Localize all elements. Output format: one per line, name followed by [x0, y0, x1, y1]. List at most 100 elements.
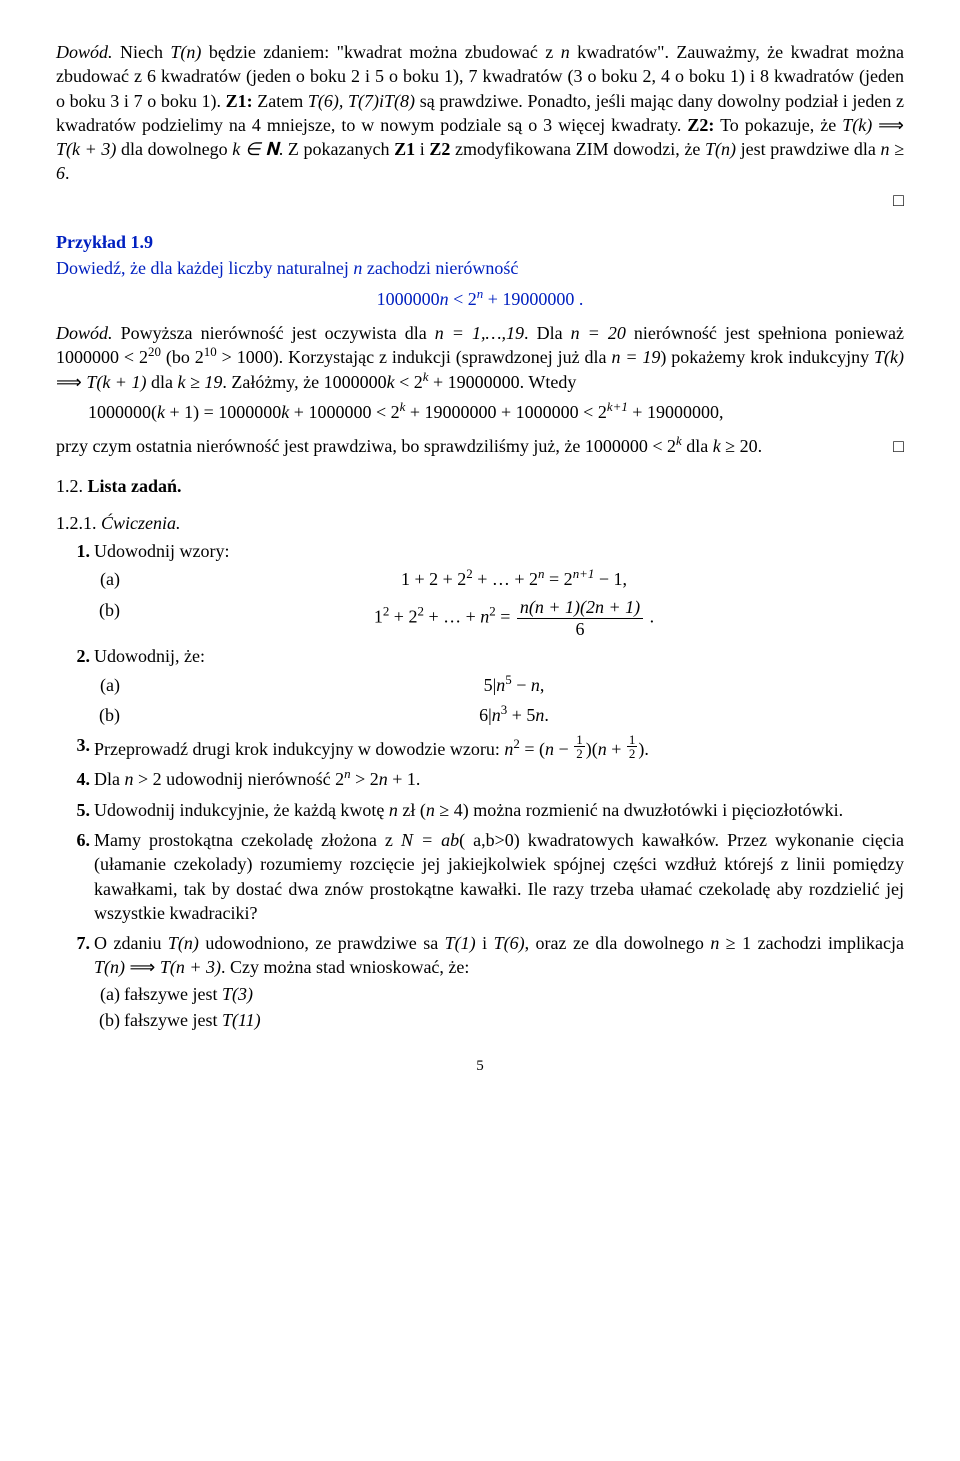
- den: 6: [517, 619, 643, 639]
- t: Mamy prostokątna czekoladę złożona z: [94, 830, 401, 850]
- text: > 1000). Korzystając z indukcji (sprawdz…: [217, 347, 612, 367]
- section-num: 1.2.1.: [56, 513, 101, 533]
- e: n+1: [573, 566, 595, 581]
- ex-1a: (a) 1 + 2 + 22 + … + 2n = 2n+1 − 1,: [124, 567, 904, 591]
- text: zachodzi nierówność: [362, 258, 518, 278]
- proof-1: Dowód. Niech T(n) będzie zdaniem: "kwadr…: [56, 40, 904, 186]
- exp: 20: [148, 344, 161, 359]
- v: n: [480, 606, 489, 626]
- t: O zdaniu: [94, 933, 168, 953]
- v: n: [531, 675, 540, 695]
- t: + … +: [424, 606, 480, 626]
- t: 5|: [484, 675, 497, 695]
- math: k ∈ 𝐍: [232, 139, 278, 159]
- var: k: [387, 372, 395, 392]
- v: n: [492, 705, 501, 725]
- t: ,: [540, 675, 545, 695]
- ex-1b-eq: 12 + 22 + … + n2 = n(n + 1)(2n + 1)6 .: [124, 598, 904, 639]
- var: k: [713, 436, 721, 456]
- text: zmodyfikowana ZIM dowodzi, że: [450, 139, 705, 159]
- marker-2: 2.: [60, 644, 90, 668]
- example-head: Przykład 1.9: [56, 230, 904, 254]
- exercise-6: 6. Mamy prostokątna czekoladę złożona z …: [94, 828, 904, 925]
- section-1-2: 1.2. Lista zadań.: [56, 474, 904, 498]
- num: 1000000: [377, 289, 440, 309]
- t: )(: [586, 739, 598, 759]
- ex-2b-eq: 6|n3 + 5n.: [124, 703, 904, 727]
- section-1-2-1: 1.2.1. Ćwiczenia.: [56, 511, 904, 535]
- text: i: [415, 139, 429, 159]
- section-title: Ćwiczenia.: [101, 513, 181, 533]
- proof-2-eq: 1000000(k + 1) = 1000000k + 1000000 < 2k…: [56, 400, 904, 424]
- t: = (: [520, 739, 545, 759]
- ex-2-text: Udowodnij, że:: [94, 646, 205, 666]
- t: . Czy można stad wnioskować, że:: [221, 957, 469, 977]
- qed-2: □: [893, 434, 904, 458]
- text: jest prawdziwe dla: [736, 139, 880, 159]
- m: T(n): [94, 957, 125, 977]
- v: n: [545, 739, 554, 759]
- text: < 2: [395, 372, 423, 392]
- proof-head: Dowód.: [56, 323, 113, 343]
- text: + 1) = 1000000: [165, 402, 281, 422]
- z2-ref: Z2: [429, 139, 450, 159]
- text: dla: [146, 372, 177, 392]
- marker-3: 3.: [60, 733, 90, 757]
- t: fałszywe jest: [124, 1010, 222, 1030]
- v: n: [426, 800, 435, 820]
- v: n: [389, 800, 398, 820]
- m: T(n + 3): [160, 957, 221, 977]
- t: 1 + 2 + 2: [401, 569, 466, 589]
- text: + 1000000 < 2: [289, 402, 399, 422]
- m: T(6): [494, 933, 525, 953]
- page-number: 5: [56, 1056, 904, 1076]
- m: T(1): [445, 933, 476, 953]
- text: + 19000000. Wtedy: [429, 372, 577, 392]
- ex-1b: (b) 12 + 22 + … + n2 = n(n + 1)(2n + 1)6…: [124, 598, 904, 639]
- math: T(k): [874, 347, 904, 367]
- qed-1: □: [56, 188, 904, 212]
- op: ⟹: [872, 115, 904, 135]
- z1-ref: Z1: [394, 139, 415, 159]
- t: , oraz ze dla dowolnego: [525, 933, 711, 953]
- marker-7: 7.: [60, 931, 90, 955]
- t: 6|: [479, 705, 492, 725]
- marker-b: (b): [94, 598, 120, 622]
- math: T(n): [705, 139, 736, 159]
- text: Powyższa nierówność jest oczywista dla: [113, 323, 435, 343]
- exercise-list: 1. Udowodnij wzory: (a) 1 + 2 + 22 + … +…: [56, 539, 904, 1032]
- section-title: Lista zadań.: [88, 476, 182, 496]
- text: + 19000000,: [628, 402, 724, 422]
- num: 1: [627, 733, 638, 747]
- t: + … + 2: [473, 569, 538, 589]
- ex-2b: (b) 6|n3 + 5n.: [124, 703, 904, 727]
- text: dla: [682, 436, 713, 456]
- text: Przeprowadź drugi krok indukcyjny w dowo…: [94, 739, 504, 759]
- exercise-3: 3. Przeprowadź drugi krok indukcyjny w d…: [94, 733, 904, 761]
- t: + 2: [389, 606, 417, 626]
- t: Udowodnij indukcyjnie, że każdą kwotę: [94, 800, 389, 820]
- ex-2a-eq: 5|n5 − n,: [124, 673, 904, 697]
- math: n = 19: [611, 347, 660, 367]
- math: T(6), T(7)iT(8): [308, 91, 415, 111]
- num: n(n + 1)(2n + 1): [517, 598, 643, 619]
- marker-b: (b): [94, 703, 120, 727]
- t: .: [645, 606, 654, 626]
- half: 12: [627, 733, 638, 760]
- t: ≥ 1 zachodzi implikacja: [719, 933, 904, 953]
- ex-1-text: Udowodnij wzory:: [94, 541, 229, 561]
- text: Dowiedź, że dla każdej liczby naturalnej: [56, 258, 353, 278]
- exercise-1: 1. Udowodnij wzory: (a) 1 + 2 + 22 + … +…: [94, 539, 904, 638]
- ex-7b: (b) fałszywe jest T(11): [124, 1008, 904, 1032]
- t: 1: [374, 606, 383, 626]
- t: = 2: [545, 569, 573, 589]
- ex-7a: (a) fałszywe jest T(3): [124, 982, 904, 1006]
- exercise-4: 4. Dla n > 2 udowodnij nierówność 2n > 2…: [94, 767, 904, 791]
- t: Dla: [94, 769, 125, 789]
- v: n: [710, 933, 719, 953]
- math: k ≥ 19: [177, 372, 222, 392]
- text: ≥ 20.: [721, 436, 762, 456]
- t: +: [607, 739, 626, 759]
- marker-6: 6.: [60, 828, 90, 852]
- z1-label: Z1:: [226, 91, 253, 111]
